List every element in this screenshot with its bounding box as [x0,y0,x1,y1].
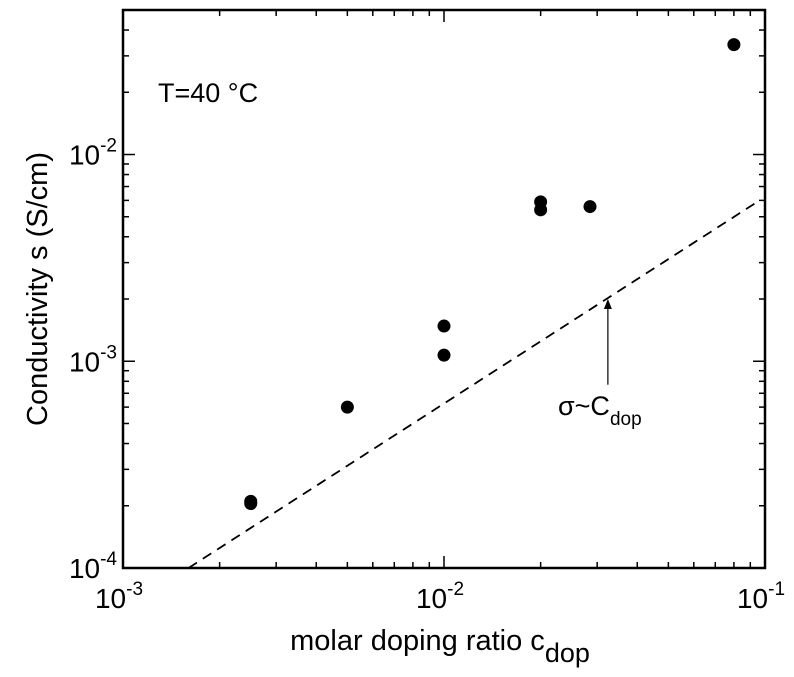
axis-ticks [122,9,766,569]
data-point [340,400,354,414]
x-tick-label: 10-3 [95,579,143,614]
x-axis-label-sub: dop [545,638,590,668]
x-tick-label-exponent: -3 [126,579,143,600]
data-point [534,195,548,209]
x-axis-label-main: molar doping ratio c [290,625,545,657]
y-axis-label: Conductivity s (S/cm) [22,152,54,426]
reference-line [188,202,756,569]
y-tick-label: 10-2 [69,136,117,171]
fit-label-sub: dop [610,409,642,430]
y-tick-label-base: 10 [69,140,100,171]
x-tick-label-base: 10 [95,583,126,614]
data-point [583,200,597,214]
x-tick-label-base: 10 [416,583,447,614]
data-points [244,38,741,511]
tick-labels: 10-3 10-2 10-110-410-310-2 [69,136,785,614]
y-tick-label-exponent: -4 [100,549,117,570]
x-tick-label-exponent: -1 [768,579,785,600]
y-tick-label-base: 10 [69,346,100,377]
x-tick-label-exponent: -2 [447,579,464,600]
data-point [437,348,451,362]
y-tick-label-exponent: -2 [100,136,117,157]
data-point [244,497,258,511]
y-tick-label: 10-4 [69,549,117,584]
x-tick-label-base: 10 [737,583,768,614]
y-tick-label-exponent: -3 [100,342,117,363]
data-point [727,38,741,52]
temperature-label: T=40 °C [158,78,258,108]
annotation-arrow-head [603,299,612,310]
x-tick-label: 10-2 [416,579,464,614]
y-tick-label: 10-3 [69,342,117,377]
x-axis-label: molar doping ratio cdop [290,625,590,668]
x-tick-label: 10-1 [737,579,785,614]
data-point [437,319,451,333]
fit-label: σ~Cdop [558,391,642,430]
fit-label-main: σ~C [558,391,610,421]
y-tick-label-base: 10 [69,553,100,584]
